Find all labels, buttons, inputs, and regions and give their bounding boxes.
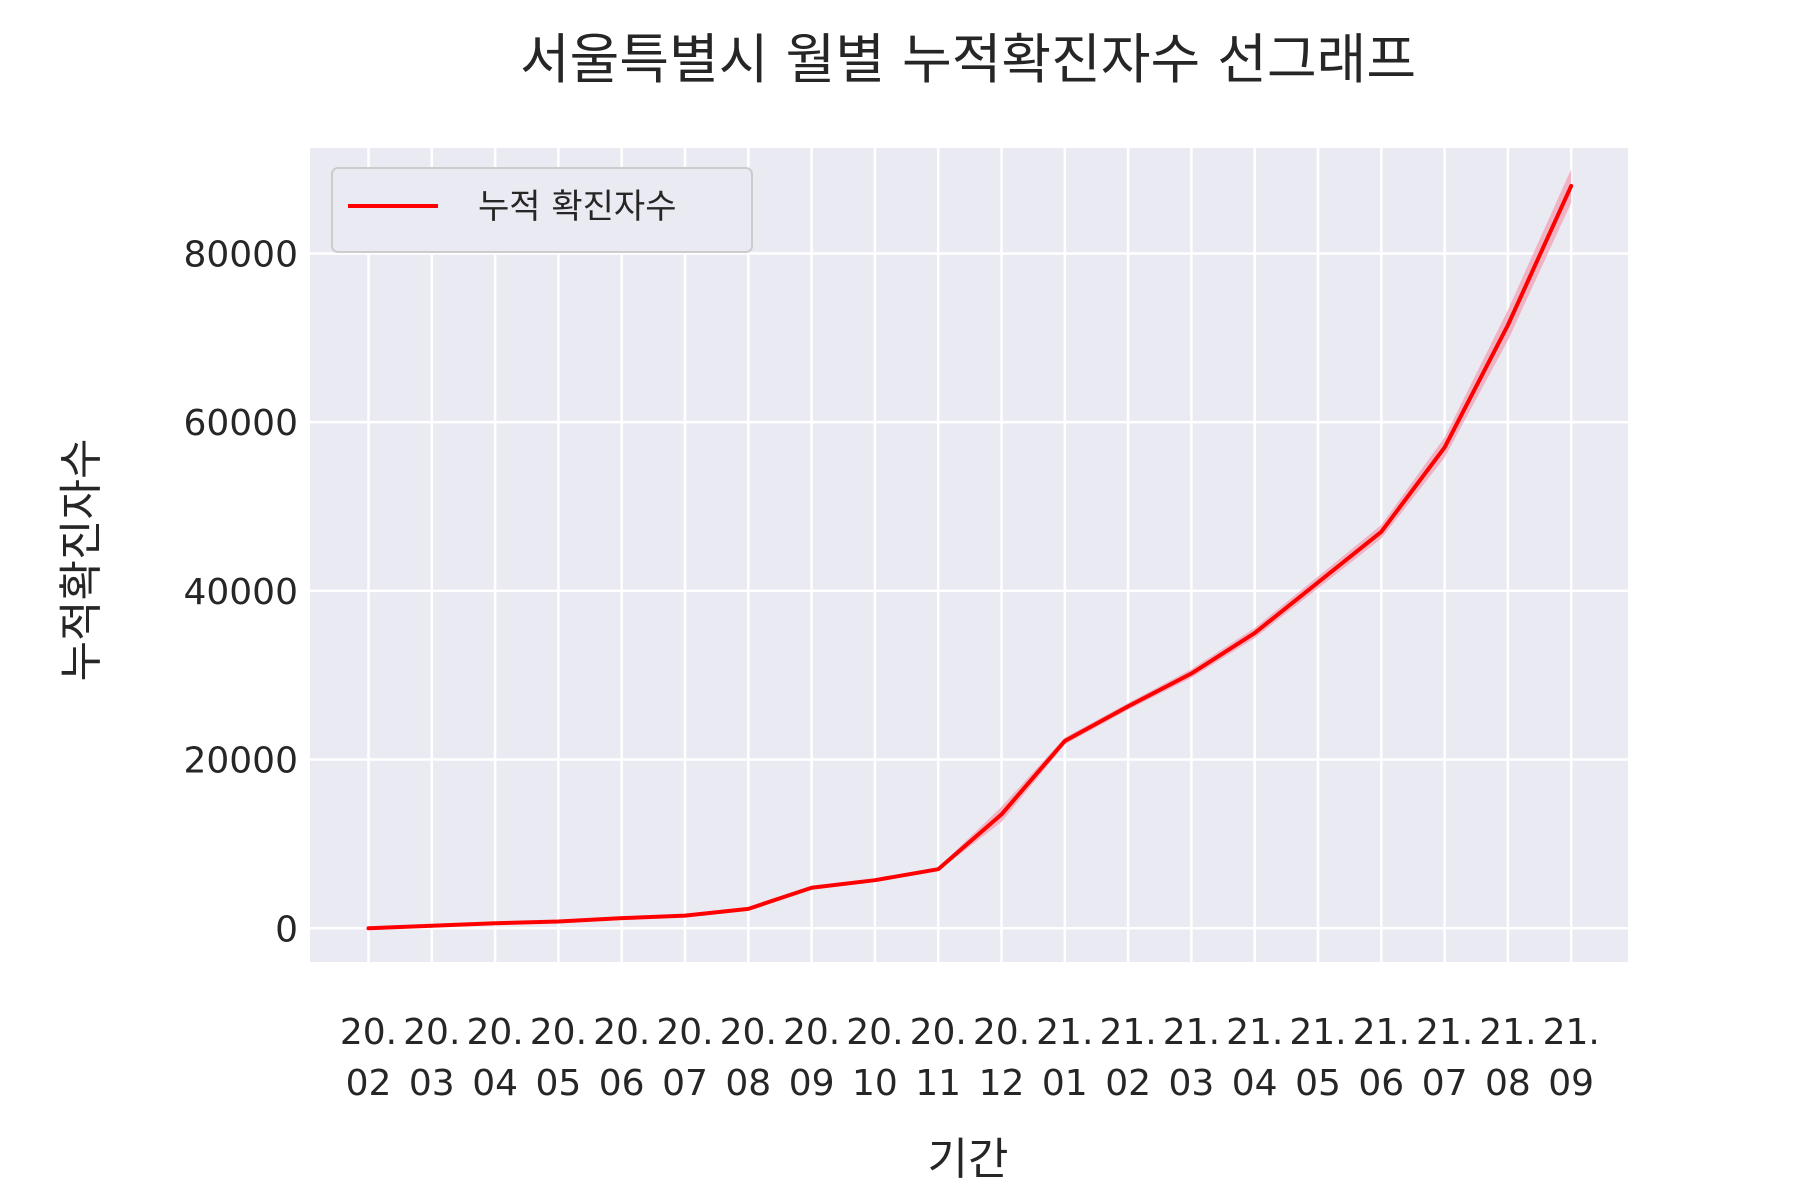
x-tick-labels: 20. 02 20. 03 20. 04 20. 05 20. 06 20. 07 20. 08 20. 09… <box>340 1012 1600 1104</box>
y-tick-label: 80000 <box>183 234 298 275</box>
legend-label: 누적 확진자수 <box>478 187 677 227</box>
x-tick-label-top: 21. <box>1163 1012 1220 1053</box>
x-tick-label-top: 21. <box>1036 1012 1093 1053</box>
x-tick-label-bottom: 03 <box>409 1063 455 1104</box>
x-tick-label-bottom: 11 <box>915 1063 961 1104</box>
x-tick-label-bottom: 02 <box>1105 1063 1151 1104</box>
x-tick-label-top: 20. <box>783 1012 840 1053</box>
x-tick-label-bottom: 03 <box>1168 1063 1214 1104</box>
legend: 누적 확진자수 <box>331 167 753 253</box>
x-tick-label-bottom: 02 <box>346 1063 392 1104</box>
x-tick-label-bottom: 05 <box>535 1063 581 1104</box>
grid-lines <box>310 148 1628 962</box>
x-tick-label-top: 20. <box>530 1012 587 1053</box>
y-tick-label: 20000 <box>183 741 298 782</box>
x-tick-label-bottom: 12 <box>979 1063 1025 1104</box>
x-tick-label-top: 20. <box>720 1012 777 1053</box>
x-tick-label-bottom: 04 <box>472 1063 518 1104</box>
x-tick-label-bottom: 07 <box>662 1063 708 1104</box>
x-tick-label-top: 20. <box>340 1012 397 1053</box>
x-axis-label: 기간 <box>928 1134 1009 1185</box>
x-tick-label-bottom: 04 <box>1232 1063 1278 1104</box>
x-tick-label-bottom: 08 <box>725 1063 771 1104</box>
x-tick-label-top: 21. <box>1479 1012 1536 1053</box>
x-tick-label-bottom: 01 <box>1042 1063 1088 1104</box>
legend-box <box>331 167 753 253</box>
x-tick-label-top: 20. <box>656 1012 713 1053</box>
y-tick-label: 40000 <box>183 572 298 613</box>
plot-area <box>310 148 1628 962</box>
y-tick-labels: 0 20000 40000 60000 80000 <box>183 234 298 950</box>
x-tick-label-top: 21. <box>1543 1012 1600 1053</box>
series-line <box>366 183 1574 931</box>
x-tick-label-bottom: 09 <box>789 1063 835 1104</box>
x-tick-label-bottom: 08 <box>1485 1063 1531 1104</box>
x-tick-label-bottom: 06 <box>599 1063 645 1104</box>
x-tick-label-top: 21. <box>1353 1012 1410 1053</box>
x-tick-label-bottom: 05 <box>1295 1063 1341 1104</box>
x-tick-label-bottom: 07 <box>1422 1063 1468 1104</box>
y-tick-label: 0 <box>275 909 298 950</box>
x-tick-label-top: 20. <box>593 1012 650 1053</box>
x-tick-label-top: 21. <box>1099 1012 1156 1053</box>
series-lines <box>366 183 1574 931</box>
x-tick-label-bottom: 10 <box>852 1063 898 1104</box>
x-tick-label-bottom: 09 <box>1548 1063 1594 1104</box>
x-tick-label-top: 20. <box>403 1012 460 1053</box>
x-tick-label-top: 21. <box>1416 1012 1473 1053</box>
x-tick-label-top: 20. <box>973 1012 1030 1053</box>
y-axis-label: 누적확진자수 <box>56 439 107 682</box>
x-tick-label-top: 20. <box>846 1012 903 1053</box>
chart-title: 서울특별시 월별 누적확진자수 선그래프 <box>520 28 1416 91</box>
x-tick-label-top: 21. <box>1226 1012 1283 1053</box>
x-tick-label-top: 20. <box>466 1012 523 1053</box>
x-tick-label-bottom: 06 <box>1358 1063 1404 1104</box>
x-tick-label-top: 21. <box>1289 1012 1346 1053</box>
x-tick-label-top: 20. <box>910 1012 967 1053</box>
y-tick-label: 60000 <box>183 403 298 444</box>
